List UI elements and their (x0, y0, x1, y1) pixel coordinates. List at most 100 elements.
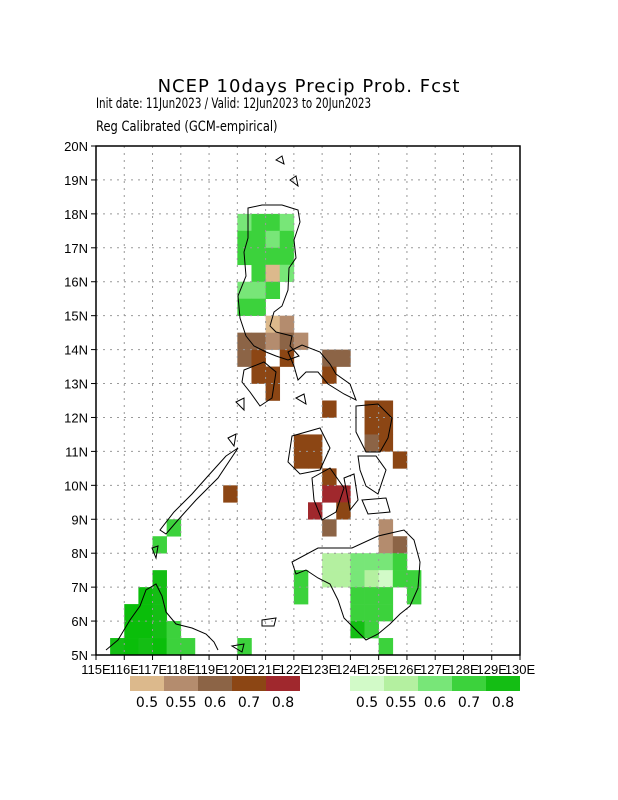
y-tick-label: 7N (71, 580, 88, 595)
x-tick-label: 118E (166, 662, 196, 677)
forecast-cell (251, 213, 266, 232)
forecast-cell (322, 349, 337, 367)
islet-6 (151, 545, 159, 560)
legend-label: 0.5 (136, 695, 158, 711)
forecast-cell (166, 519, 182, 537)
legend-swatch (486, 676, 520, 691)
forecast-cell (378, 417, 394, 435)
forecast-cell (293, 451, 309, 469)
forecast-cell (279, 213, 295, 232)
forecast-cell (336, 553, 351, 571)
forecast-cell (322, 485, 337, 503)
islet-2 (289, 175, 299, 188)
forecast-cell (392, 451, 408, 469)
luzon-coast (237, 204, 301, 361)
forecast-cell (237, 638, 252, 656)
forecast-cell (336, 349, 351, 367)
palawan-coast (159, 447, 239, 535)
forecast-cell (279, 349, 295, 367)
forecast-cell (251, 247, 266, 266)
x-tick-label: 120E (222, 662, 253, 677)
forecast-cell (364, 621, 379, 639)
forecast-cell (322, 553, 337, 571)
x-tick-label: 128E (448, 662, 479, 677)
forecast-cell (350, 553, 365, 571)
forecast-cell (350, 587, 365, 605)
forecast-cell (364, 434, 379, 452)
forecast-cell (308, 434, 323, 452)
y-tick-label: 15N (64, 309, 88, 324)
forecast-cell (152, 536, 167, 554)
y-tick-label: 16N (64, 275, 88, 290)
legend-swatch (232, 676, 266, 691)
x-tick-label: 115E (81, 662, 111, 677)
forecast-cell (223, 485, 238, 503)
y-tick-label: 12N (64, 410, 88, 425)
forecast-cell (251, 264, 266, 283)
forecast-cell (378, 604, 394, 622)
panay-coast (287, 427, 331, 475)
chart-method-note: Reg Calibrated (GCM-empirical) (96, 119, 278, 135)
forecast-cell (265, 247, 281, 266)
legend-label: 0.55 (385, 695, 416, 711)
legend-label: 0.7 (458, 695, 480, 711)
x-tick-label: 123E (307, 662, 338, 677)
forecast-cell (265, 264, 281, 283)
forecast-cell (237, 349, 252, 367)
x-tick-label: 122E (279, 662, 310, 677)
forecast-cell (251, 230, 266, 249)
forecast-cell (237, 281, 252, 299)
bicol-coast (287, 344, 357, 402)
forecast-cell (378, 587, 394, 605)
legend-label: 0.8 (272, 695, 294, 711)
forecast-cell (336, 570, 351, 588)
x-axis-ticks: 115E116E117E118E119E120E121E122E123E124E… (81, 655, 536, 677)
x-tick-label: 121E (250, 662, 281, 677)
forecast-cell (138, 638, 153, 656)
forecast-cell (251, 281, 266, 299)
legend-label: 0.7 (238, 695, 260, 711)
forecast-cell (166, 638, 182, 656)
forecast-cell (152, 587, 167, 605)
legend-swatch (350, 676, 384, 691)
legend-label: 0.6 (424, 695, 446, 711)
forecast-cell (279, 264, 295, 283)
forecast-cell (237, 230, 252, 249)
forecast-cell (378, 400, 394, 418)
y-tick-label: 19N (64, 173, 88, 188)
forecast-cell (322, 519, 337, 537)
y-tick-label: 10N (64, 478, 88, 493)
x-tick-label: 126E (392, 662, 423, 677)
forecast-cell (138, 604, 153, 622)
forecast-cell (378, 434, 394, 452)
forecast-cell (322, 400, 337, 418)
forecast-cell (364, 604, 379, 622)
forecast-cell (322, 570, 337, 588)
forecast-cell (293, 332, 309, 350)
y-axis-ticks: 5N 6N 7N 8N 9N 10N 11N 12N 13N 14N 15N 16N 17N 18N 19N… (64, 139, 96, 663)
legend-label: 0.5 (356, 695, 378, 711)
forecast-cell (237, 213, 252, 232)
y-tick-label: 18N (64, 207, 88, 222)
forecast-cell (265, 332, 281, 350)
islet-4 (227, 433, 237, 448)
y-tick-label: 14N (64, 343, 88, 358)
y-tick-label: 6N (71, 614, 88, 629)
forecast-cell (336, 485, 351, 503)
forecast-cell (265, 213, 281, 232)
legend-swatch (164, 676, 198, 691)
forecast-cell (180, 638, 196, 656)
legend-swatch (198, 676, 232, 691)
forecast-cell (237, 298, 252, 316)
x-tick-label: 129E (477, 662, 508, 677)
forecast-cell (378, 553, 394, 571)
forecast-cell (251, 298, 266, 316)
legend-wet-colorbar: 0.5 0.55 0.6 0.7 0.8 (350, 676, 520, 711)
forecast-cell (378, 536, 394, 554)
forecast-cell (350, 621, 365, 639)
x-tick-label: 125E (363, 662, 394, 677)
forecast-cell (392, 553, 408, 571)
x-tick-label: 124E (335, 662, 366, 677)
forecast-cell (322, 366, 337, 384)
